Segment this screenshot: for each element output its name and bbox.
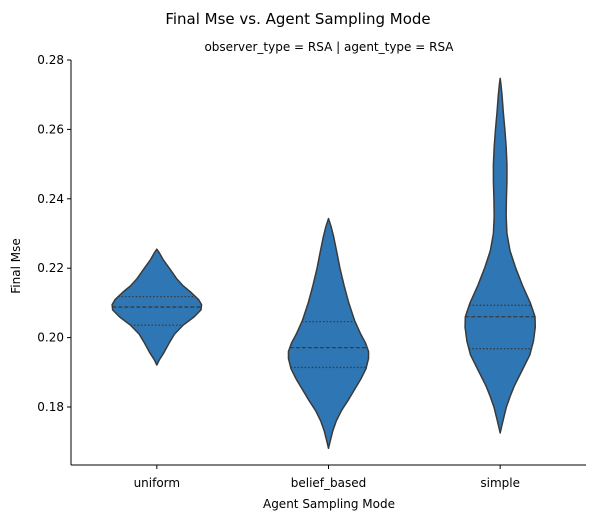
y-tick-label: 0.26 — [37, 122, 64, 136]
violin-group — [111, 77, 537, 450]
chart-title: Final Mse vs. Agent Sampling Mode — [165, 10, 430, 28]
x-axis-label: Agent Sampling Mode — [263, 497, 395, 511]
violin-belief_based — [287, 217, 370, 450]
y-tick-label: 0.28 — [37, 53, 64, 67]
facet-subtitle: observer_type = RSA | agent_type = RSA — [204, 40, 454, 54]
violin-simple — [464, 77, 537, 434]
y-axis-label: Final Mse — [9, 238, 23, 293]
y-tick-label: 0.24 — [37, 192, 64, 206]
y-tick-label: 0.18 — [37, 400, 64, 414]
y-tick-label: 0.20 — [37, 331, 64, 345]
x-tick-label: simple — [480, 476, 520, 490]
axes: 0.18 0.20 0.22 0.24 0.26 0.28 uniform belief_ba… — [37, 53, 586, 490]
x-tick-label: uniform — [134, 476, 181, 490]
x-tick-label: belief_based — [291, 476, 367, 490]
y-tick-label: 0.22 — [37, 261, 64, 275]
